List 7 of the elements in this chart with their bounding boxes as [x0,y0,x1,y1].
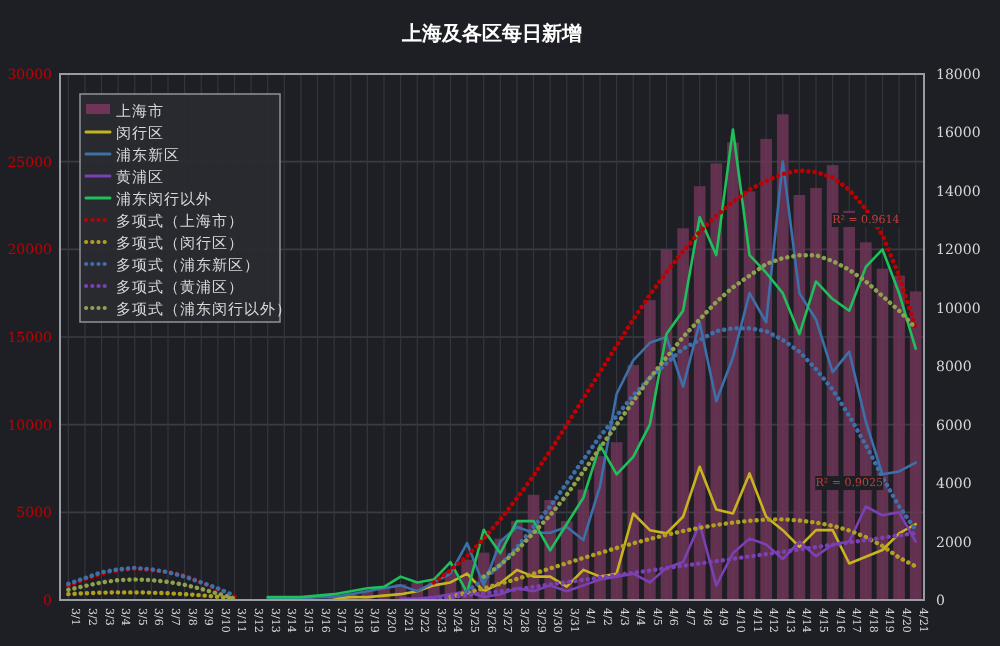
bar [893,275,905,600]
bar [727,142,739,600]
bar [909,291,922,600]
chart-title: 上海及各区每日新增 [400,22,582,46]
bar [760,138,772,600]
line-series [399,505,917,600]
line-series [332,465,917,600]
